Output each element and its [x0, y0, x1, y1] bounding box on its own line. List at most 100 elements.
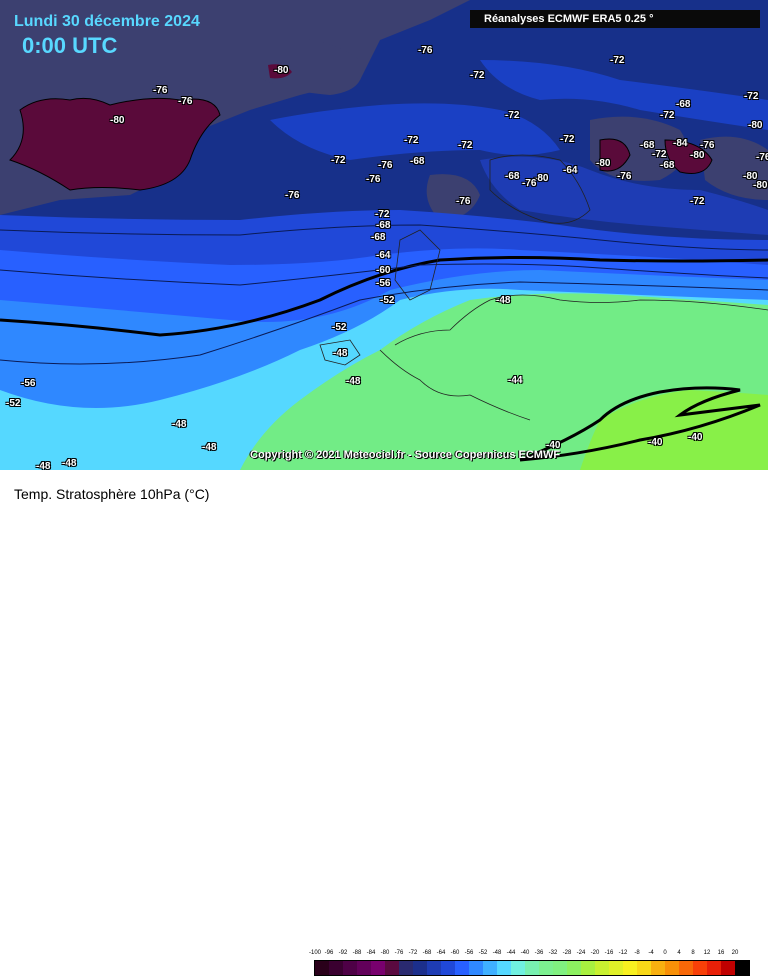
- field-polar-iceland: [250, 37, 362, 95]
- legend-swatch: [539, 961, 553, 975]
- legend-swatch: [707, 961, 721, 975]
- contour-label: -48: [172, 419, 187, 430]
- legend-tick-label: -44: [506, 950, 516, 956]
- contour-label: -76: [378, 160, 393, 171]
- contour-label: -52: [332, 322, 347, 333]
- legend-swatch: [609, 961, 623, 975]
- legend-tick-label: -56: [464, 950, 474, 956]
- contour-label: -48: [346, 376, 361, 387]
- contour-label: -76: [153, 85, 168, 96]
- contour-label: -68: [410, 156, 425, 167]
- legend-tick-label: -68: [422, 950, 432, 956]
- temperature-map: Lundi 30 décembre 2024 0:00 UTC Réanalys…: [0, 0, 768, 470]
- coastline-britain: [394, 229, 441, 301]
- legend-swatch: [385, 961, 399, 975]
- coastline: [379, 349, 531, 421]
- legend-tick-label: 12: [703, 950, 711, 956]
- contour-label: -40: [688, 432, 703, 443]
- contour-label: -72: [690, 196, 705, 207]
- field-mid-blue-atlantic: [270, 103, 560, 160]
- contour-label: -76: [178, 96, 193, 107]
- legend-tick-label: -92: [338, 950, 348, 956]
- legend-tick-label: -24: [576, 950, 586, 956]
- contour-label: -72: [652, 149, 667, 160]
- coastline: [394, 294, 768, 346]
- legend-swatch: [553, 961, 567, 975]
- map-title: Temp. Stratosphère 10hPa (°C): [14, 486, 210, 502]
- contour-label: -52: [6, 398, 21, 409]
- legend-tick-label: -80: [380, 950, 390, 956]
- legend-tick-label: 20: [731, 950, 739, 956]
- legend-tick-label: -64: [436, 950, 446, 956]
- color-legend: -100 -96 -92 -88 -84 -80 -76 -72 -68 -64 -60 -56 -52…: [309, 950, 752, 978]
- contour-label: -80: [690, 150, 705, 161]
- contour-line-thick: [0, 256, 768, 337]
- time-label: 0:00 UTC: [22, 33, 118, 58]
- legend-swatch: [665, 961, 679, 975]
- source-label: Réanalyses ECMWF ERA5 0.25 °: [470, 10, 760, 28]
- legend-swatch: [497, 961, 511, 975]
- contour-label: -72: [458, 140, 473, 151]
- legend-swatch: [735, 961, 749, 975]
- field-mid-blue-arctic: [480, 60, 768, 130]
- footer: Temp. Stratosphère 10hPa (°C) -100 -96 -92…: [0, 470, 768, 976]
- contour-label: -80: [534, 173, 549, 184]
- contour-label: -76: [285, 190, 300, 201]
- field-cold-core-finland: [599, 138, 631, 172]
- contour-line: [0, 224, 768, 251]
- legend-swatch: [567, 961, 581, 975]
- contour-label: -72: [470, 70, 485, 81]
- legend-swatch: [693, 961, 707, 975]
- contour-label: -48: [202, 442, 217, 453]
- legend-swatch: [651, 961, 665, 975]
- date-label: Lundi 30 décembre 2024: [14, 13, 200, 30]
- contour-label: -72: [375, 209, 390, 220]
- contour-label: -68: [660, 160, 675, 171]
- contour-label: -48: [496, 295, 511, 306]
- contour-label: -80: [110, 115, 125, 126]
- contour-label: -68: [376, 220, 391, 231]
- contour-label: -48: [62, 458, 77, 469]
- legend-swatch: [511, 961, 525, 975]
- legend-tick-label: -4: [648, 950, 654, 956]
- contour-label: -68: [505, 171, 520, 182]
- contour-label: -80: [274, 65, 289, 76]
- contour-label: -84: [673, 138, 688, 149]
- map-canvas: [0, 0, 768, 470]
- contour-label: -72: [610, 55, 625, 66]
- legend-tick-label: -60: [450, 950, 460, 956]
- contour-label: -60: [376, 265, 391, 276]
- legend-swatch: [679, 961, 693, 975]
- legend-tick-label: 4: [677, 950, 681, 956]
- contour-label: -80: [748, 120, 763, 131]
- contour-label: -72: [331, 155, 346, 166]
- contour-label: -80: [743, 171, 758, 182]
- legend-swatch: [595, 961, 609, 975]
- legend-swatch: [329, 961, 343, 975]
- contour-label: -64: [376, 250, 391, 261]
- legend-swatch: [357, 961, 371, 975]
- legend-tick-label: 16: [717, 950, 725, 956]
- legend-swatch: [469, 961, 483, 975]
- contour-label: -76: [617, 171, 632, 182]
- legend-tick-label: 0: [663, 950, 667, 956]
- legend-tick-label: -16: [604, 950, 614, 956]
- contour-label: -80: [596, 158, 611, 169]
- contour-label: -76: [700, 140, 715, 151]
- field-cold-core-greenland: [9, 97, 221, 191]
- contour-label: -68: [371, 232, 386, 243]
- contour-label: -72: [660, 110, 675, 121]
- contour-line: [0, 281, 768, 365]
- coastline-scandinavia: [489, 154, 591, 224]
- legend-tick-label: 8: [691, 950, 695, 956]
- legend-tick-label: -32: [548, 950, 558, 956]
- contour-label: -52: [380, 295, 395, 306]
- contour-label: -48: [36, 461, 51, 470]
- legend-tick-label: -40: [520, 950, 530, 956]
- contour-label: -40: [546, 440, 561, 451]
- legend-tick-label: -36: [534, 950, 544, 956]
- legend-swatch: [623, 961, 637, 975]
- field-mid-blue-baltic: [480, 156, 768, 235]
- contour-label: -68: [640, 140, 655, 151]
- contour-label: -56: [376, 278, 391, 289]
